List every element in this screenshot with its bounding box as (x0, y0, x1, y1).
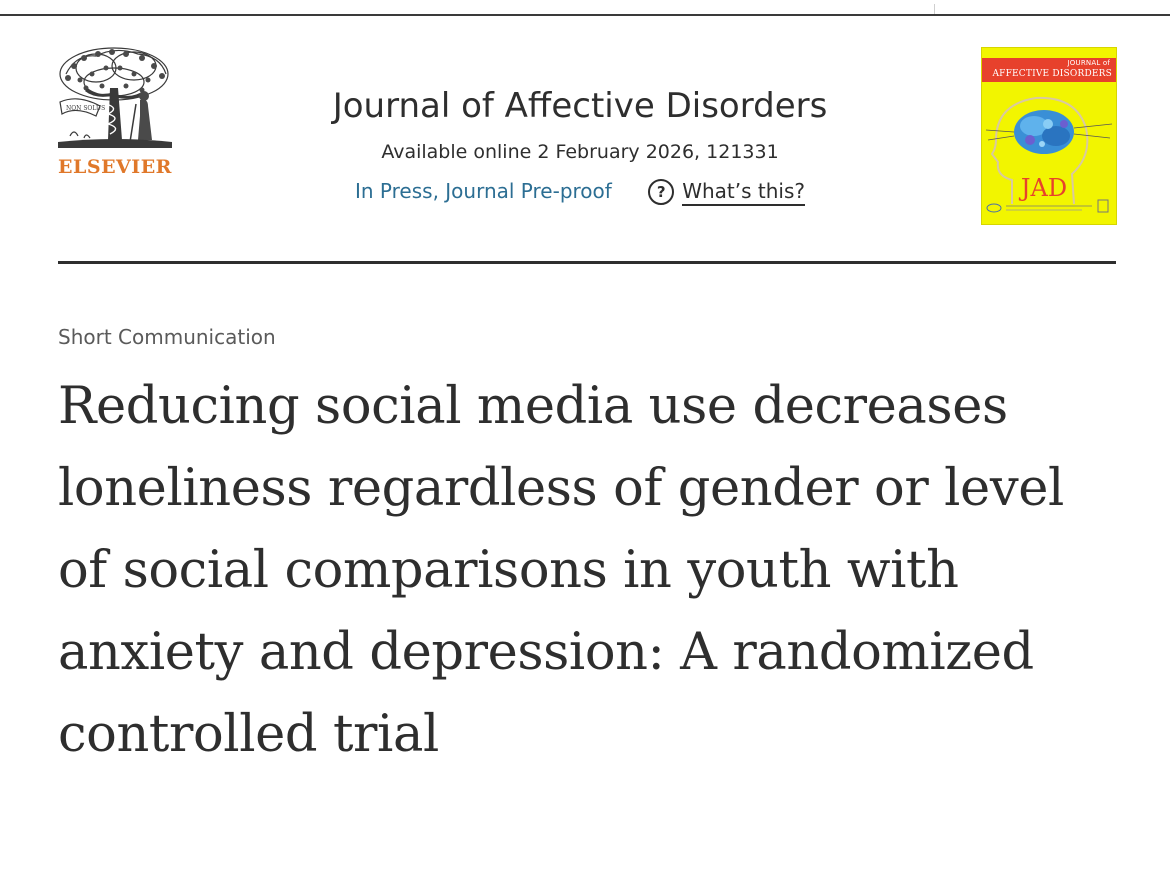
availability-info: Available online 2 February 2026, 121331 (381, 141, 779, 163)
journal-header: Journal of Affective Disorders Available… (200, 86, 960, 206)
cover-banner-top: JOURNAL of (1067, 59, 1110, 67)
journal-title[interactable]: Journal of Affective Disorders (332, 86, 828, 126)
whats-this-label: What’s this? (682, 179, 805, 206)
question-circle-icon: ? (648, 179, 675, 205)
article-type: Short Communication (58, 325, 276, 349)
elsevier-tree-icon: NON SOLUS (58, 47, 172, 148)
article-title: Reducing social media use decreases lone… (58, 377, 1064, 764)
cover-footer-icon (986, 199, 1109, 213)
status-link[interactable]: In Press, Journal Pre-proof (355, 179, 612, 203)
cover-monogram: JAD (1018, 174, 1067, 202)
head-silhouette-icon: JAD (985, 96, 1113, 205)
publisher-logo[interactable]: NON SOLUS ELSEVIER (52, 44, 178, 184)
svg-text:NON SOLUS: NON SOLUS (66, 105, 105, 112)
whats-this-link[interactable]: ? What’s this? (648, 178, 805, 206)
header-divider (58, 261, 1116, 264)
cover-banner: JOURNAL of AFFECTIVE DISORDERS (982, 58, 1116, 82)
top-divider-tick (934, 4, 935, 14)
cover-banner-title: AFFECTIVE DISORDERS (992, 69, 1112, 79)
top-rule (0, 14, 1170, 16)
publisher-name: ELSEVIER (58, 156, 172, 178)
status-row: In Press, Journal Pre-proof ? What’s this… (200, 178, 960, 206)
journal-cover-image[interactable]: JOURNAL of AFFECTIVE DISORDERS JAD (982, 48, 1116, 224)
